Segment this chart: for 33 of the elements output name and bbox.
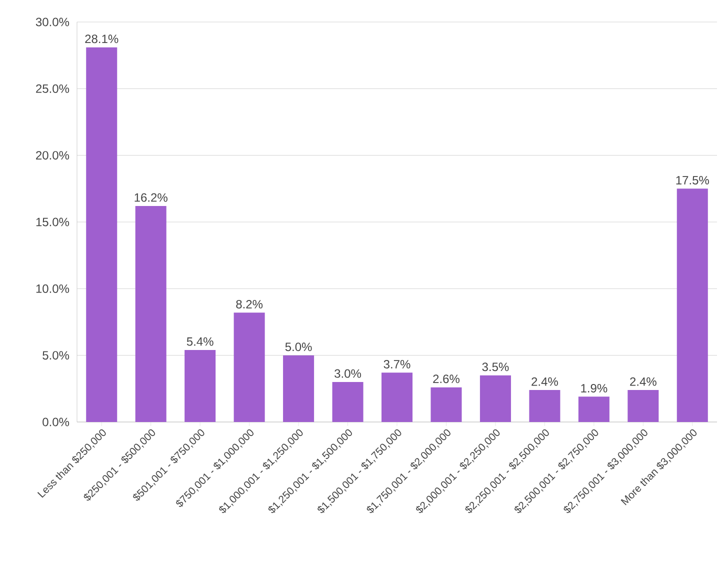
- y-tick-label: 30.0%: [36, 18, 70, 26]
- bar: [86, 47, 118, 422]
- data-label: 5.0%: [285, 342, 312, 352]
- bar: [381, 372, 413, 422]
- bar: [184, 350, 216, 422]
- bar: [135, 206, 166, 422]
- bar: [628, 390, 659, 422]
- y-tick-label: 10.0%: [36, 284, 70, 293]
- bar: [480, 375, 511, 422]
- data-label: 5.4%: [186, 337, 214, 346]
- y-tick-label: 0.0%: [42, 418, 70, 426]
- y-tick-label: 20.0%: [36, 151, 70, 160]
- bar: [332, 382, 364, 422]
- data-label: 16.2%: [134, 193, 168, 202]
- bar: [529, 390, 560, 422]
- data-label: 3.5%: [482, 362, 509, 372]
- bar: [578, 396, 610, 422]
- bar: [283, 355, 314, 422]
- data-label: 2.6%: [433, 374, 460, 384]
- data-label: 28.1%: [85, 34, 118, 44]
- bar: [676, 188, 708, 422]
- bar: [430, 387, 462, 422]
- data-label: 8.2%: [236, 300, 263, 308]
- data-label: 2.4%: [630, 377, 656, 386]
- data-label: 3.7%: [384, 360, 410, 368]
- y-tick-label: 5.0%: [42, 351, 70, 360]
- y-tick-label: 25.0%: [36, 84, 70, 93]
- bar: [234, 312, 265, 422]
- data-label: 3.0%: [334, 369, 362, 378]
- data-label: 17.5%: [676, 176, 709, 184]
- data-label: 1.9%: [581, 384, 608, 392]
- data-label: 2.4%: [532, 377, 558, 386]
- y-tick-label: 15.0%: [36, 218, 70, 226]
